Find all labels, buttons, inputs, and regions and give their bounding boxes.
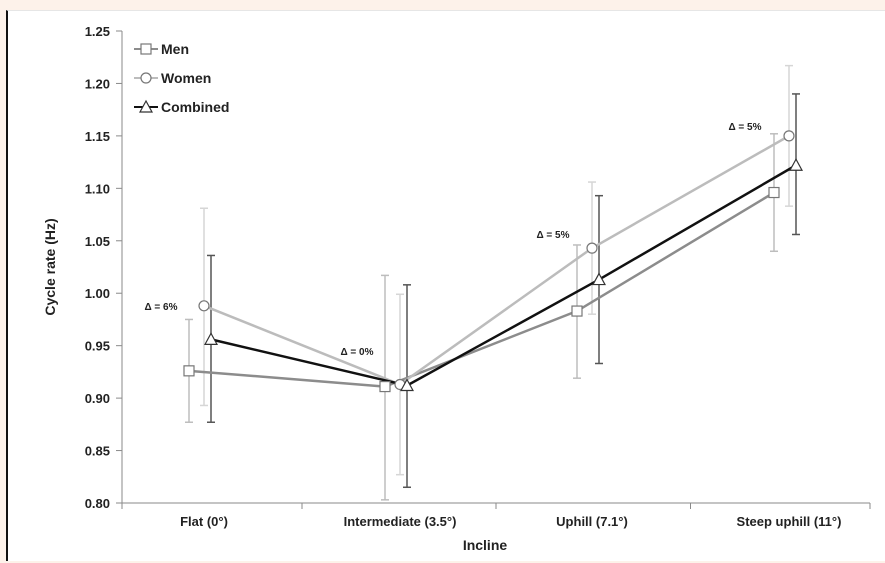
y-tick-label: 1.10 — [85, 181, 110, 196]
data-point-women — [586, 242, 598, 254]
data-point-men — [183, 365, 195, 377]
x-tick-label: Flat (0°) — [180, 514, 228, 529]
series-line-combined — [210, 164, 797, 387]
y-tick-label: 0.95 — [85, 339, 110, 354]
series-line-men — [188, 191, 775, 388]
delta-annotation: Δ = 5% — [728, 122, 761, 133]
x-tick-label: Uphill (7.1°) — [556, 514, 628, 529]
chart-frame: 0.80 0.85 0.90 0.95 1.00 1.05 1.10 1.15 1.20 1.25… — [6, 10, 885, 561]
legend-label-men: Men — [161, 41, 189, 57]
delta-annotation: Δ = 6% — [144, 302, 177, 313]
data-point-men — [379, 380, 391, 393]
data-point-combined — [399, 378, 415, 392]
y-tick-label: 0.80 — [85, 496, 110, 511]
x-tick-label: Steep uphill (11°) — [737, 514, 842, 529]
y-tick-label: 1.15 — [85, 129, 110, 144]
data-point-combined — [591, 272, 607, 286]
data-point-men — [768, 186, 780, 199]
legend-marker-women — [140, 72, 152, 84]
y-tick-label: 1.20 — [85, 76, 110, 91]
y-tick-label: 1.05 — [85, 234, 110, 249]
y-tick-label: 0.85 — [85, 444, 110, 459]
legend-marker-combined — [138, 99, 154, 113]
data-point-combined — [203, 332, 219, 345]
cycle-rate-chart: 0.80 0.85 0.90 0.95 1.00 1.05 1.10 1.15 1.20 1.25… — [42, 24, 871, 553]
x-tick-label: Intermediate (3.5°) — [344, 514, 457, 529]
data-point-men — [571, 305, 583, 317]
x-axis-title: Incline — [463, 537, 508, 553]
data-point-combined — [788, 158, 804, 171]
y-tick-label: 0.90 — [85, 391, 110, 406]
y-tick-label: 1.00 — [85, 286, 110, 301]
y-tick-label: 1.25 — [85, 24, 110, 39]
data-point-women — [783, 130, 795, 142]
delta-annotation: Δ = 0% — [340, 347, 373, 358]
legend-label-combined: Combined — [161, 99, 229, 115]
legend-label-women: Women — [161, 70, 211, 86]
data-point-women — [198, 300, 210, 312]
y-axis-title: Cycle rate (Hz) — [42, 218, 58, 315]
delta-annotation: Δ = 5% — [536, 230, 569, 241]
series-line-women — [203, 134, 790, 386]
legend-marker-men — [140, 43, 152, 55]
